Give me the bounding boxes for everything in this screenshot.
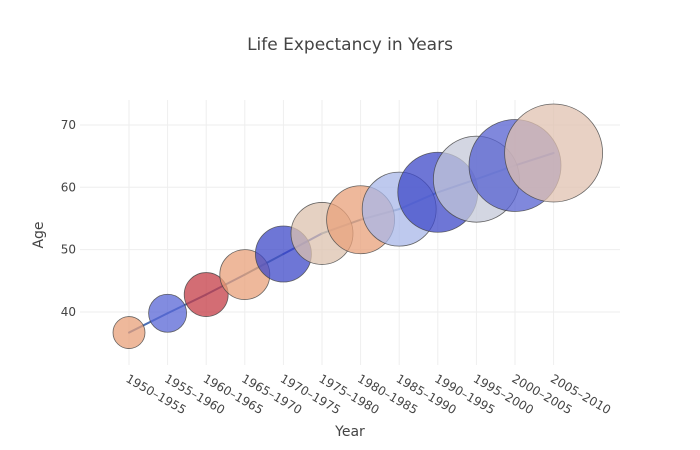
data-bubble[interactable] [183, 272, 229, 317]
y-tick-labels: 40 50 60 70 [61, 118, 76, 319]
bubbles [112, 103, 603, 349]
y-tick-label: 60 [61, 180, 76, 194]
x-axis-title: Year [334, 424, 365, 440]
y-axis-title: Age [31, 221, 47, 248]
chart-title: Life Expectancy in Years [247, 35, 453, 55]
y-tick-label: 70 [61, 118, 76, 132]
x-tick-labels: 1950–19551955–19601960–19651965–19701970… [124, 371, 614, 417]
y-tick-label: 40 [61, 305, 76, 319]
data-bubble[interactable] [148, 293, 188, 333]
data-bubble[interactable] [504, 103, 603, 203]
y-tick-label: 50 [61, 243, 76, 257]
data-bubble[interactable] [112, 316, 146, 349]
